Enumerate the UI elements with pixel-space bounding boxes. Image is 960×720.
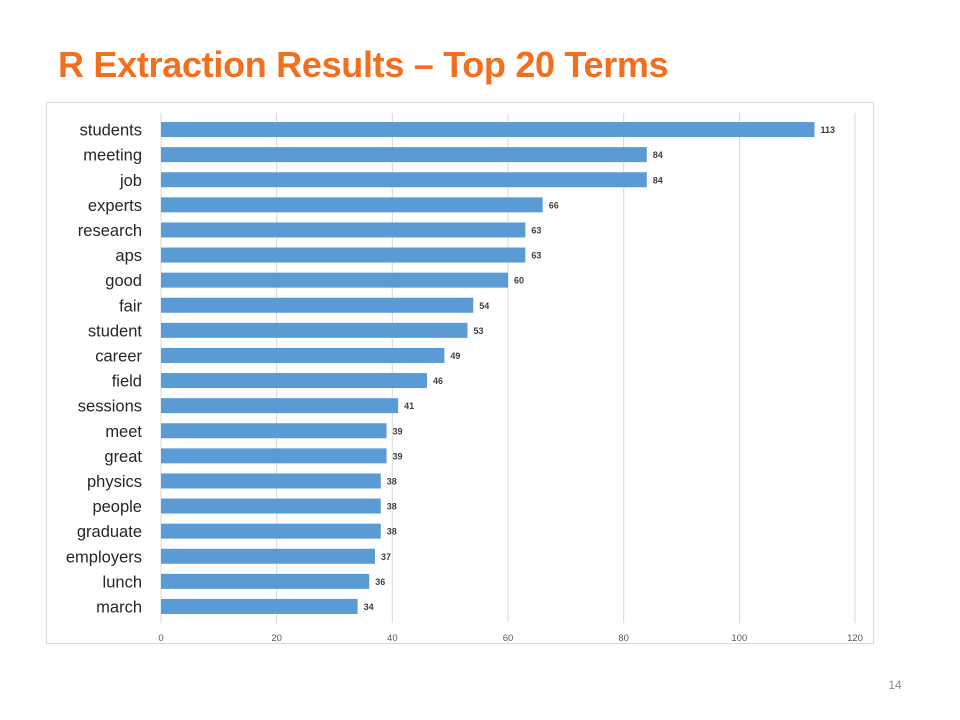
data-label: 84	[653, 175, 663, 185]
x-tick-label: 0	[158, 633, 163, 644]
category-label: lunch	[103, 573, 142, 591]
category-label: meeting	[83, 147, 142, 165]
category-label: march	[96, 598, 142, 616]
bars	[161, 122, 815, 614]
slide-title: R Extraction Results – Top 20 Terms	[58, 44, 669, 85]
category-label: aps	[115, 247, 142, 265]
x-tick-label: 60	[503, 633, 514, 644]
data-label: 37	[381, 552, 391, 562]
data-label: 39	[393, 451, 403, 461]
data-label: 49	[450, 351, 460, 361]
x-tick-label: 80	[618, 633, 629, 644]
data-label: 39	[393, 426, 403, 436]
bar	[161, 122, 815, 138]
gridlines	[160, 113, 856, 623]
bar	[161, 272, 508, 288]
category-label: sessions	[78, 398, 142, 416]
category-label: field	[112, 373, 142, 391]
category-label: research	[78, 222, 142, 240]
bar	[161, 197, 543, 213]
data-label: 113	[821, 125, 836, 135]
data-label: 66	[549, 200, 559, 210]
data-label: 63	[531, 251, 541, 261]
category-label: meet	[105, 423, 142, 441]
bar	[161, 523, 381, 539]
x-tick-labels: 0 20 40 60 80 100 120	[158, 633, 863, 644]
bar	[161, 423, 387, 439]
category-label: job	[119, 172, 142, 190]
bar	[161, 322, 468, 338]
data-label: 84	[653, 150, 663, 160]
bar	[161, 498, 381, 514]
x-tick-label: 20	[271, 633, 282, 644]
chart-svg: students meeting job experts research aps good…	[66, 113, 863, 644]
data-label: 46	[433, 376, 443, 386]
category-label: good	[105, 272, 142, 290]
data-labels: 113 84 84 66 63 63 60 54 53 49 46 41 39 39 38 38 38 37 36 3…	[364, 125, 835, 612]
bar	[161, 147, 647, 163]
category-labels: students meeting job experts research aps good…	[66, 122, 143, 617]
data-label: 53	[474, 326, 484, 336]
bar	[161, 247, 526, 263]
bar	[161, 172, 647, 188]
category-label: students	[80, 122, 142, 140]
page-number: 14	[888, 678, 902, 692]
bar	[161, 598, 358, 614]
data-label: 54	[479, 301, 489, 311]
data-label: 38	[387, 527, 397, 537]
category-label: career	[95, 347, 142, 365]
bar	[161, 347, 445, 363]
bar-chart: students meeting job experts research aps good…	[46, 102, 874, 644]
x-tick-label: 100	[731, 633, 747, 644]
category-label: people	[92, 498, 142, 516]
bar	[161, 297, 474, 313]
bar	[161, 373, 428, 389]
category-label: experts	[88, 197, 142, 215]
category-label: great	[104, 448, 142, 466]
x-tick-label: 40	[387, 633, 398, 644]
bar	[161, 222, 526, 238]
bar	[161, 448, 387, 464]
data-label: 34	[364, 602, 374, 612]
category-label: student	[88, 322, 143, 340]
category-label: physics	[87, 473, 142, 491]
category-label: fair	[119, 297, 142, 315]
data-label: 38	[387, 502, 397, 512]
bar	[161, 473, 381, 489]
bar	[161, 398, 399, 414]
bar	[161, 573, 370, 589]
data-label: 38	[387, 476, 397, 486]
data-label: 60	[514, 276, 524, 286]
data-label: 41	[404, 401, 414, 411]
category-label: employers	[66, 548, 142, 566]
x-tick-label: 120	[847, 633, 863, 644]
data-label: 63	[531, 225, 541, 235]
category-label: graduate	[77, 523, 142, 541]
bar	[161, 548, 375, 564]
data-label: 36	[375, 577, 385, 587]
